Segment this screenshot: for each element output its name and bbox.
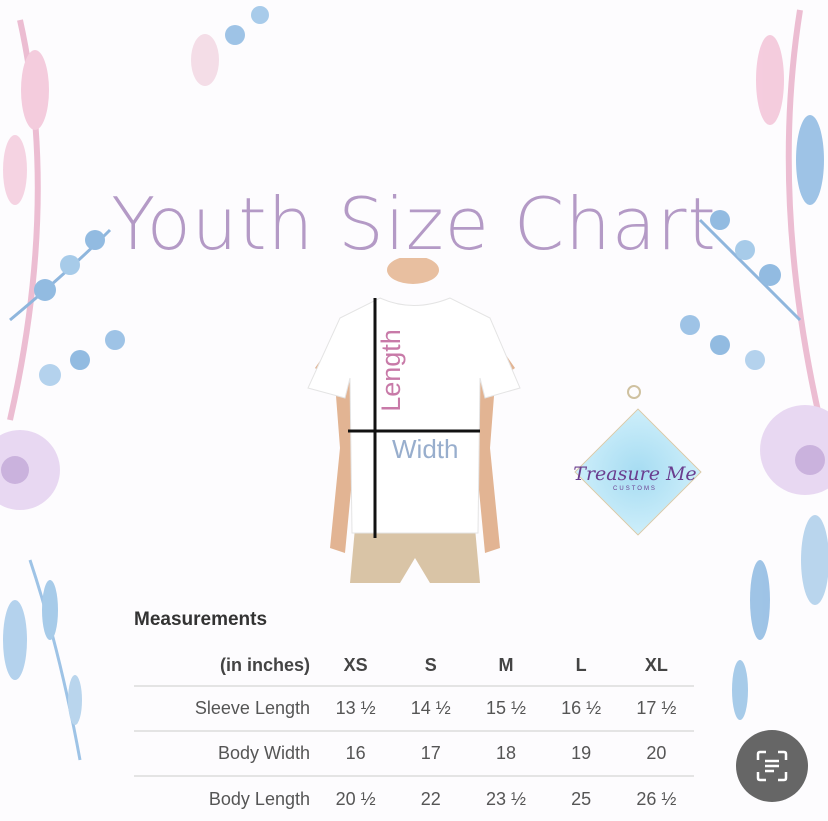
length-label: Length [375,329,406,412]
cell: 13 ½ [318,685,394,731]
row-label: Body Width [134,730,318,776]
size-table: (in inches) XS S M L XL Sleeve Length 13… [134,646,694,821]
page-title: Youth Size Chart [111,182,717,266]
width-label: Width [392,434,459,464]
cell: 19 [543,730,619,776]
size-header: XL [644,655,668,675]
cell: 17 ½ [618,685,694,731]
cell: 26 ½ [618,775,694,821]
cell: 20 [618,730,694,776]
measurements-heading: Measurements [134,609,268,630]
size-header: XS [343,655,368,675]
cell: 14 ½ [393,685,469,731]
cell: 25 [543,775,619,821]
scan-text-icon [756,750,788,782]
table-row: Body Width 16 17 18 19 20 [134,730,694,776]
cell: 20 ½ [318,775,394,821]
size-header: M [498,655,514,675]
table-header-row: (in inches) XS S M L XL [134,646,694,686]
row-label: Sleeve Length [134,685,318,731]
youth-tshirt-figure [307,258,521,583]
size-header: L [575,655,587,675]
cell: 16 [318,730,394,776]
table-row: Sleeve Length 13 ½ 14 ½ 15 ½ 16 ½ 17 ½ [134,685,694,731]
cell: 22 [393,775,469,821]
cell: 17 [393,730,469,776]
treasure-me-logo: Treasure Me CUSTOMS [565,385,705,565]
row-label: Body Length [134,775,318,821]
cell: 18 [468,730,544,776]
cell: 15 ½ [468,685,544,731]
cell: 16 ½ [543,685,619,731]
cell: 23 ½ [468,775,544,821]
unit-header: (in inches) [219,655,310,675]
table-row: Body Length 20 ½ 22 23 ½ 25 26 ½ [134,775,694,821]
scan-text-button[interactable] [736,730,808,802]
size-header: S [424,655,437,675]
